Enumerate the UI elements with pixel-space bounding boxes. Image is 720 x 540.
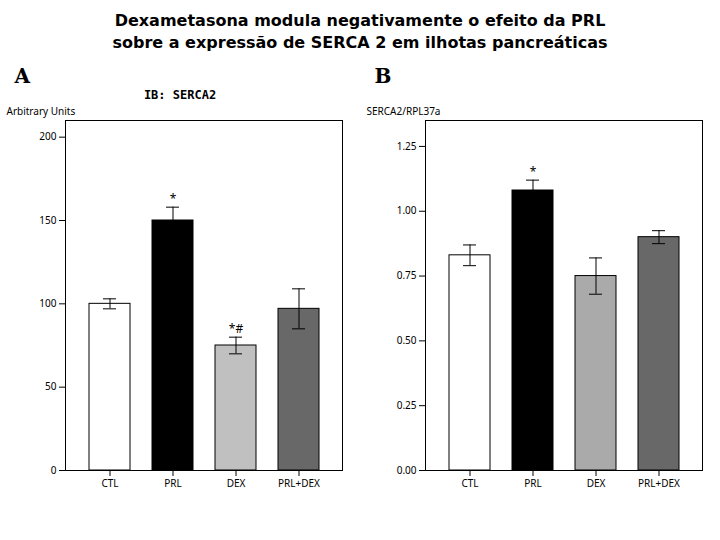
svg-text:50: 50 bbox=[45, 379, 57, 393]
svg-text:CTL: CTL bbox=[101, 476, 118, 490]
svg-text:0: 0 bbox=[50, 463, 56, 477]
svg-text:*: * bbox=[169, 190, 176, 207]
svg-text:0.25: 0.25 bbox=[396, 398, 416, 412]
svg-text:CTL: CTL bbox=[461, 476, 478, 490]
svg-text:1.00: 1.00 bbox=[396, 203, 416, 217]
svg-text:PRL: PRL bbox=[164, 476, 182, 490]
svg-text:Arbitrary Units: Arbitrary Units bbox=[6, 104, 75, 118]
svg-text:PRL+DEX: PRL+DEX bbox=[638, 476, 680, 490]
html-text:B: B bbox=[374, 64, 392, 88]
svg-text:DEX: DEX bbox=[586, 476, 605, 490]
svg-text:SERCA2/RPL37a: SERCA2/RPL37a bbox=[366, 104, 440, 118]
html-text:IB: SERCA2: IB: SERCA2 bbox=[143, 88, 217, 102]
svg-text:100: 100 bbox=[39, 296, 56, 310]
svg-text:*#: *# bbox=[228, 320, 243, 337]
svg-text:150: 150 bbox=[39, 213, 56, 227]
svg-text:0.50: 0.50 bbox=[396, 333, 416, 347]
svg-text:1.25: 1.25 bbox=[396, 139, 416, 153]
svg-text:DEX: DEX bbox=[226, 476, 245, 490]
svg-text:*: * bbox=[529, 163, 536, 180]
svg-text:PRL: PRL bbox=[524, 476, 542, 490]
html-text:A: A bbox=[14, 64, 30, 88]
svg-text:0.75: 0.75 bbox=[396, 268, 416, 282]
svg-text:200: 200 bbox=[39, 129, 56, 143]
svg-text:PRL+DEX: PRL+DEX bbox=[278, 476, 320, 490]
svg-text:0.00: 0.00 bbox=[396, 463, 416, 477]
html-text:sobre a expressão de SERCA 2 e: sobre a expressão de SERCA 2 em ilhotas … bbox=[112, 33, 608, 52]
html-text:Dexametasona modula negativame: Dexametasona modula negativamente o efei… bbox=[114, 11, 606, 30]
